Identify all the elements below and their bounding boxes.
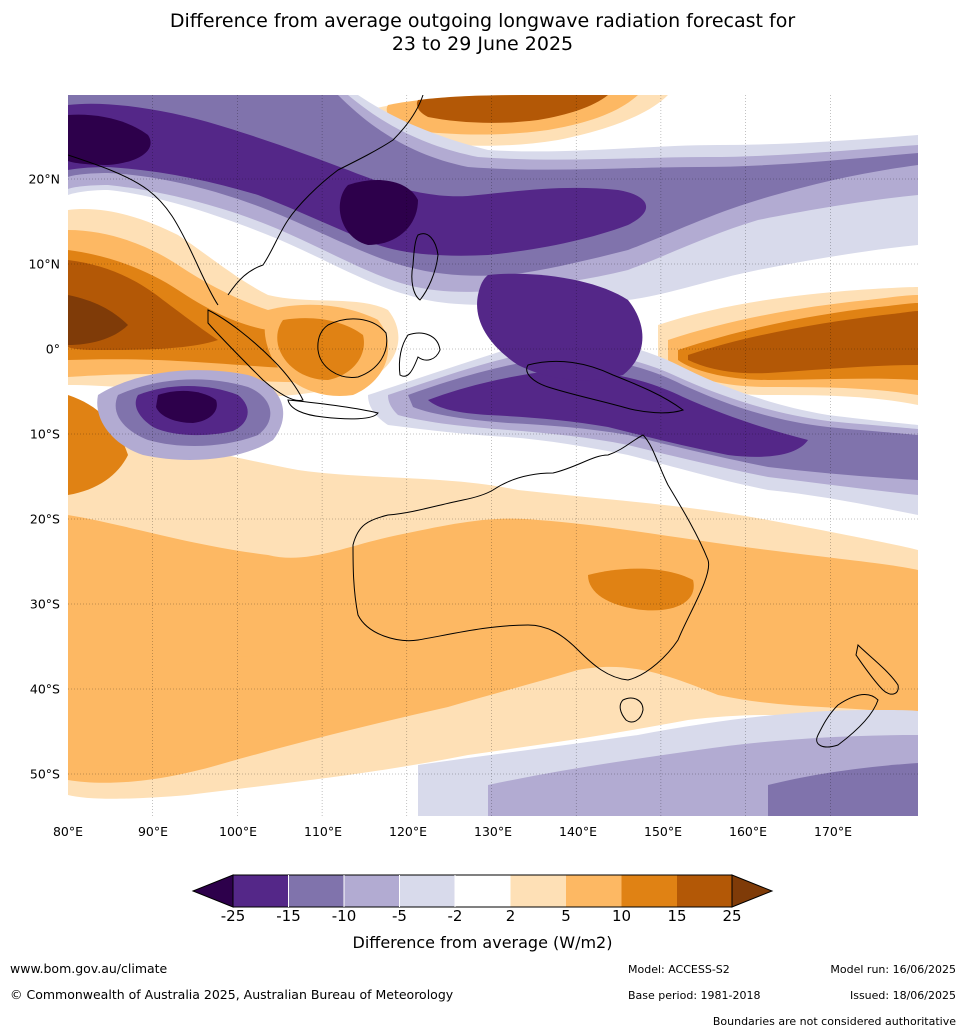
colorbar-bin-8 (621, 875, 677, 907)
colorbar-tick: 2 (505, 907, 516, 925)
anomaly-region-dark-orange-west (68, 395, 128, 495)
lon-label-80e: 80°E (52, 824, 84, 839)
lon-label-150e: 150°E (643, 824, 683, 839)
lat-label-40s: 40°S (29, 681, 60, 697)
lat-label-50s: 50°S (29, 766, 60, 782)
new-guinea-coastline (526, 360, 685, 414)
colorbar-bin-2 (288, 875, 344, 907)
sumatra-coastline (207, 309, 304, 402)
map-canvas (68, 95, 918, 816)
colorbar-label: Difference from average (W/m2) (352, 933, 613, 952)
anomaly-region-orange-south-2 (68, 650, 398, 766)
base-period-text: Base period: 1981-2018 (628, 989, 761, 1002)
java-coastline (287, 399, 379, 420)
colorbar-tick: -15 (276, 907, 301, 925)
colorbar-tick: -2 (447, 907, 463, 925)
map-title: Difference from average outgoing longwav… (0, 10, 965, 56)
colorbar-tick: -5 (392, 907, 407, 925)
colorbar-tick: 5 (561, 907, 571, 925)
anomaly-region-purple-north (68, 103, 647, 256)
colorbar-bin-1 (233, 875, 289, 907)
colorbar-bin-6 (510, 875, 566, 907)
philippines-coastline (411, 233, 439, 301)
colorbar-bin-9 (677, 875, 732, 907)
anomaly-region-purple-grey-north (68, 95, 918, 276)
title-line-1: Difference from average outgoing longwav… (169, 10, 796, 32)
lon-label-120e: 120°E (388, 824, 428, 839)
lon-label-160e: 160°E (728, 824, 768, 839)
map-gridlines (68, 95, 918, 816)
colorbar-tick: -25 (220, 907, 246, 925)
copyright-text: © Commonwealth of Australia 2025, Austra… (10, 987, 454, 1002)
anomaly-region-brown-pacific-east (688, 311, 918, 374)
lat-label-0: 0° (45, 341, 60, 357)
new-zealand-coastline (816, 643, 899, 748)
lat-label-10s: 10°S (29, 426, 60, 442)
anomaly-region-deep-purple-io (156, 390, 217, 423)
anomaly-region-dark-orange-australia (588, 568, 694, 611)
disclaimer-text: Boundaries are not considered authoritat… (712, 1015, 956, 1028)
lat-label-30s: 30°S (29, 596, 60, 612)
colorbar-tick: 25 (722, 907, 742, 925)
tasmania-coastline (619, 697, 644, 723)
lon-label-130e: 130°E (473, 824, 513, 839)
title-line-2: 23 to 29 June 2025 (391, 33, 574, 55)
colorbar-tick: -10 (331, 907, 357, 925)
colorbar-frame (232, 874, 733, 908)
lat-label-20s: 20°S (29, 511, 60, 527)
lon-label-140e: 140°E (558, 824, 598, 839)
lat-label-10n: 10°N (28, 256, 60, 272)
website-link[interactable]: www.bom.gov.au/climate (10, 961, 168, 976)
olr-anomaly-map (68, 95, 918, 816)
colorbar-bin-3 (344, 875, 400, 907)
colorbar-bin-5 (455, 875, 511, 907)
lon-label-90e: 90°E (137, 824, 169, 839)
model-text: Model: ACCESS-S2 (628, 963, 730, 976)
colorbar-dividers (288, 875, 456, 907)
anomaly-region-purple-eq (428, 370, 808, 457)
anomaly-region-brown-north (416, 95, 608, 123)
colorbar-extend-low (191, 874, 234, 908)
colorbar (191, 874, 774, 908)
issued-text: Issued: 18/06/2025 (849, 989, 956, 1002)
anomaly-region-deep-brown-west-eq (68, 295, 128, 345)
lat-label-20n: 20°N (28, 171, 60, 187)
sulawesi-coastline (398, 332, 441, 377)
australia-coastline (352, 434, 710, 681)
colorbar-tick: 15 (667, 907, 687, 925)
anomaly-region-deep-purple-north (68, 114, 151, 165)
colorbar-bin-4 (399, 875, 455, 907)
borneo-coastline (317, 318, 388, 378)
anomaly-region-deep-purple-scs (339, 180, 418, 245)
colorbar-tick: 10 (611, 907, 632, 925)
asia-mainland-coastline (68, 95, 424, 306)
lon-label-100e: 100°E (218, 824, 258, 839)
anomaly-region-purple-eq-2 (477, 273, 643, 381)
model-run-text: Model run: 16/06/2025 (830, 963, 956, 976)
colorbar-extend-high (731, 874, 774, 908)
anomaly-region-purple-grey-south (768, 763, 918, 816)
lon-label-110e: 110°E (303, 824, 343, 839)
lon-label-170e: 170°E (813, 824, 853, 839)
colorbar-bin-7 (566, 875, 622, 907)
